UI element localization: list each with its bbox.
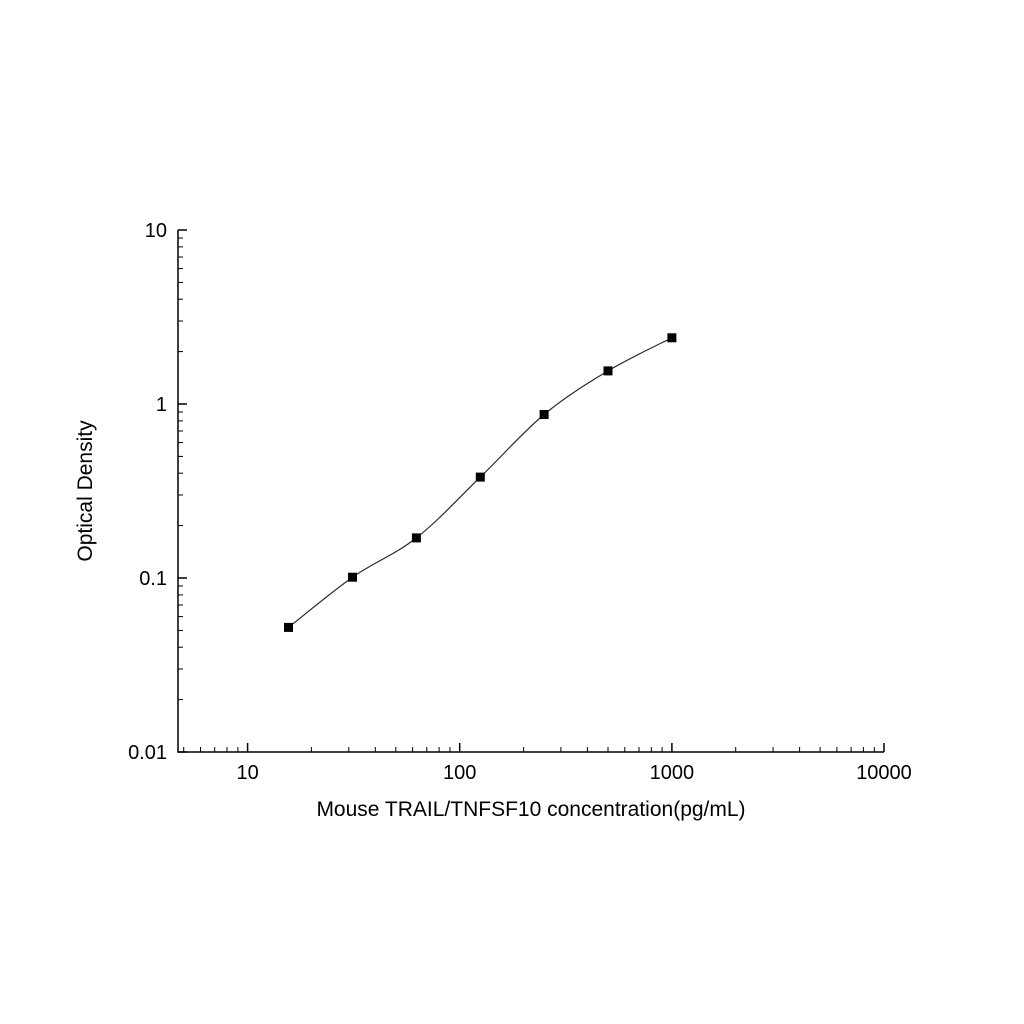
y-tick-label: 1 [156,394,167,416]
data-point-marker [284,622,293,632]
y-tick-label: 0.01 [128,742,167,764]
x-tick-label: 10000 [856,762,912,784]
axes [177,230,884,753]
x-axis-title: Mouse TRAIL/TNFSF10 concentration(pg/mL) [316,798,746,821]
x-tick-label: 10 [236,762,258,784]
data-point-marker [411,533,421,543]
data-point-marker [539,410,549,419]
data-point-marker [348,572,357,582]
y-tick-label: 0.1 [139,568,167,590]
y-tick-label: 10 [145,220,167,242]
x-tick-label: 1000 [650,762,695,784]
data-point-marker [603,366,613,376]
x-tick-label: 100 [443,762,476,784]
data-point-marker [475,472,485,482]
y-axis-title: Optical Density [74,420,97,562]
data-point-marker [667,333,677,343]
standard-curve-line [288,337,673,628]
